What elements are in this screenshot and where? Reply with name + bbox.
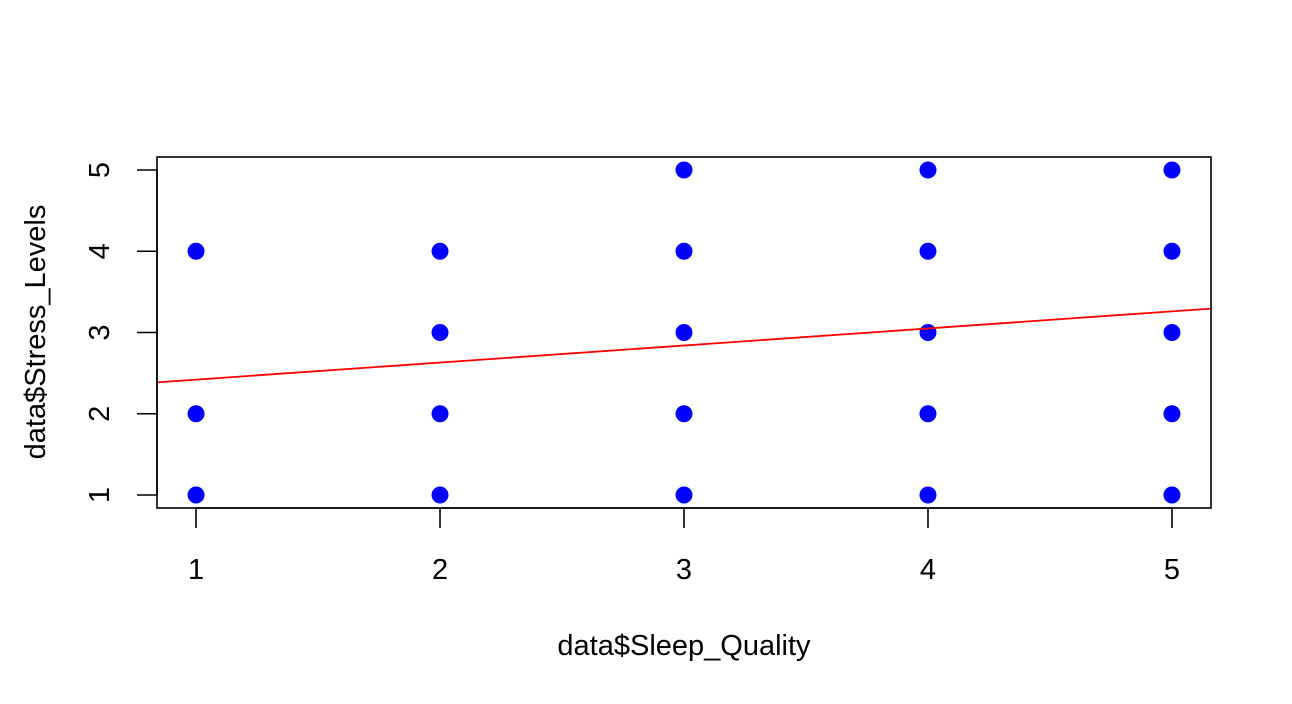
x-tick-label: 4 bbox=[920, 554, 936, 586]
regression-line bbox=[156, 307, 1212, 384]
data-point bbox=[919, 161, 937, 179]
data-point bbox=[187, 486, 205, 504]
x-tick-label: 5 bbox=[1164, 554, 1180, 586]
data-point bbox=[1163, 242, 1181, 260]
data-point bbox=[431, 405, 449, 423]
data-point bbox=[919, 486, 937, 504]
data-point bbox=[1163, 324, 1181, 341]
data-point bbox=[675, 242, 693, 260]
data-point bbox=[431, 324, 449, 341]
data-point bbox=[919, 324, 937, 341]
data-point bbox=[675, 324, 693, 341]
data-point bbox=[1163, 486, 1181, 504]
y-tick-label: 4 bbox=[84, 243, 116, 259]
y-tick-label: 1 bbox=[84, 487, 116, 503]
data-point bbox=[187, 242, 205, 260]
data-point bbox=[431, 242, 449, 260]
data-point bbox=[1163, 161, 1181, 179]
x-axis-label: data$Sleep_Quality bbox=[557, 630, 811, 662]
data-point bbox=[675, 405, 693, 423]
plot-frame bbox=[156, 156, 1212, 509]
y-tick-label: 5 bbox=[84, 162, 116, 178]
regression-line-group bbox=[156, 307, 1212, 384]
data-point bbox=[1163, 405, 1181, 423]
x-tick-label: 1 bbox=[188, 554, 204, 586]
x-tick-label: 3 bbox=[676, 554, 692, 586]
data-point bbox=[431, 486, 449, 504]
data-point bbox=[675, 486, 693, 504]
data-point bbox=[675, 161, 693, 179]
y-tick-label: 3 bbox=[84, 324, 116, 340]
data-points bbox=[187, 161, 1181, 504]
data-point bbox=[919, 405, 937, 423]
data-point bbox=[187, 405, 205, 423]
y-tick-label: 2 bbox=[84, 406, 116, 422]
y-axis-label: data$Stress_Levels bbox=[20, 205, 52, 460]
x-tick-label: 2 bbox=[432, 554, 448, 586]
data-point bbox=[919, 242, 937, 260]
